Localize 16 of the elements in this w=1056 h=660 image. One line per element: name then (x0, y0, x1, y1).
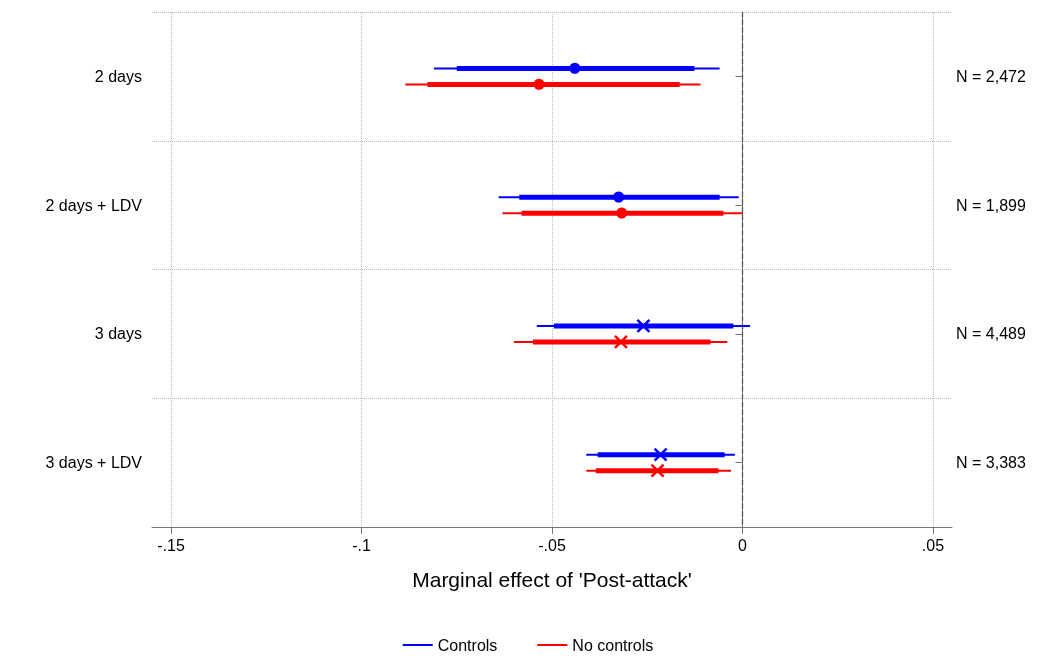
text: N = 4,489 (956, 325, 1026, 343)
x-tick-label: -.05 (538, 536, 566, 554)
y-tick-label: 3 days (94, 325, 142, 343)
y-tick-label: 3 days + LDV (45, 454, 143, 472)
x-tick-label: -.1 (352, 536, 371, 554)
x-tick-label: -.15 (157, 536, 185, 554)
text: N = 3,383 (956, 454, 1026, 472)
x-axis-title: Marginal effect of 'Post-attack' (412, 568, 692, 591)
legend-label: Controls (437, 636, 498, 654)
text: N = 2,472 (956, 67, 1026, 85)
x-tick-label: 0 (738, 536, 748, 554)
text: N = 1,899 (956, 196, 1026, 214)
legend-label: No controls (572, 636, 654, 654)
y-tick-label: 2 days + LDV (45, 196, 143, 214)
y-tick-label: 2 days (94, 67, 142, 85)
x-tick-label: .05 (921, 536, 945, 554)
